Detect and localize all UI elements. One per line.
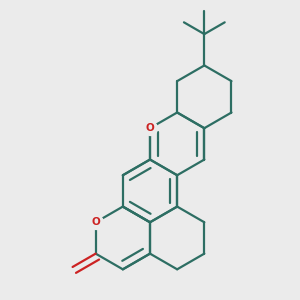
Text: O: O <box>146 123 154 133</box>
Text: O: O <box>91 217 100 227</box>
